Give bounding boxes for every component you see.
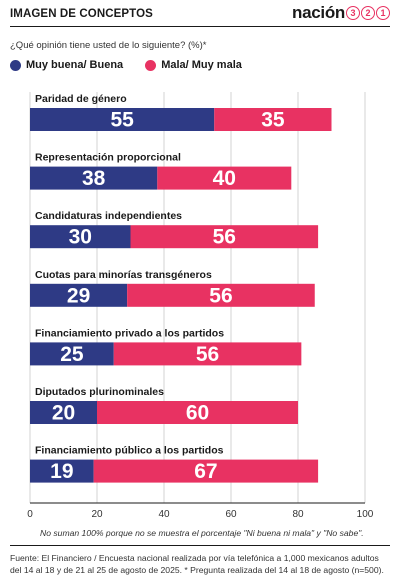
brand-digit: 2 [361, 6, 375, 20]
x-tick-label: 0 [27, 509, 33, 520]
value-label-negative: 56 [209, 284, 232, 307]
brand-word: nación [292, 3, 345, 22]
bar-negative [113, 342, 302, 366]
bar-positive [30, 225, 131, 249]
value-label-positive: 20 [52, 402, 75, 425]
value-label-negative: 67 [194, 460, 217, 483]
category-label: Financiamiento público a los partidos [35, 445, 224, 457]
brand-digit: 3 [346, 6, 360, 20]
value-label-positive: 38 [82, 167, 106, 190]
category-label: Cuotas para minorías transgéneros [35, 269, 212, 281]
section-title: IMAGEN DE CONCEPTOS [10, 8, 153, 20]
category-label: Representación proporcional [35, 152, 181, 164]
bar-positive [30, 401, 97, 424]
chart-legend: Muy buena/ Buena Mala/ Muy mala [10, 59, 264, 71]
value-label-negative: 56 [196, 343, 219, 366]
category-label: Paridad de género [35, 93, 127, 105]
bar-negative [127, 283, 315, 307]
bar-negative [93, 459, 319, 483]
header-divider [10, 26, 390, 27]
value-label-negative: 56 [213, 226, 236, 249]
legend-label-negative: Mala/ Muy mala [161, 59, 242, 71]
value-label-negative: 35 [261, 109, 285, 132]
bar-negative [214, 108, 332, 131]
value-label-positive: 55 [110, 109, 134, 132]
category-label: Diputados plurinominales [35, 386, 164, 398]
bar-negative [97, 401, 298, 424]
bar-negative [130, 225, 319, 249]
x-tick-label: 40 [158, 509, 170, 520]
x-tick-label: 60 [225, 509, 237, 520]
bar-positive [30, 108, 215, 131]
legend-item-negative: Mala/ Muy mala [145, 59, 242, 71]
brand-digit: 1 [376, 6, 390, 20]
x-tick-label: 80 [292, 509, 304, 520]
source-note: Fuente: El Financiero / Encuesta naciona… [10, 553, 384, 575]
legend-swatch-negative [145, 59, 157, 71]
category-label: Financiamiento privado a los partidos [35, 327, 224, 339]
bar-positive [30, 166, 158, 190]
footer-divider [10, 545, 390, 546]
brand-logo: nación 3 2 1 [292, 3, 390, 23]
legend-swatch-positive [10, 59, 21, 71]
value-label-positive: 19 [50, 460, 73, 483]
header: IMAGEN DE CONCEPTOS nación 3 2 1 [0, 0, 400, 26]
value-label-negative: 40 [213, 167, 236, 190]
value-label-positive: 29 [67, 284, 90, 307]
bar-negative [157, 166, 292, 190]
bar-positive [30, 459, 94, 483]
bar-positive [30, 342, 114, 366]
legend-item-positive: Muy buena/ Buena [10, 59, 123, 71]
value-label-negative: 60 [186, 402, 209, 425]
survey-question: ¿Qué opinión tiene usted de lo siguiente… [10, 40, 207, 51]
x-tick-label: 100 [357, 509, 374, 520]
x-tick-label: 20 [91, 509, 103, 520]
chart-footnote: No suman 100% porque no se muestra el po… [40, 528, 364, 538]
bar-positive [30, 283, 128, 307]
legend-label-positive: Muy buena/ Buena [26, 59, 124, 71]
category-label: Candidaturas independientes [35, 210, 182, 222]
value-label-positive: 30 [69, 226, 92, 249]
value-label-positive: 25 [60, 343, 84, 366]
